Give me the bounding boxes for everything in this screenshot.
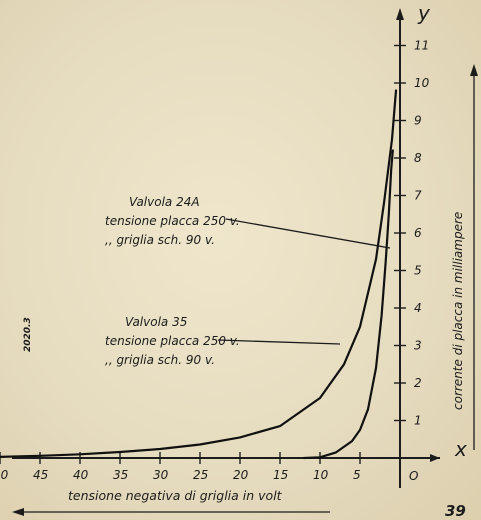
y-tick-label: 8 [414,151,422,165]
x-tick-label: 25 [193,468,208,482]
x-tick-label: 5 [353,468,361,482]
y-caption-arrow-head [470,64,478,76]
y-tick-label: 9 [414,114,422,128]
x-tick-label: 35 [113,468,128,482]
x-axis-label: tensione negativa di griglia in volt [68,488,283,503]
x-caption-arrow-head [12,508,24,516]
y-tick-label: 10 [414,76,430,90]
archive-stamp: 2020.3 [23,317,33,352]
curve-valvola-24a [0,89,398,458]
curve-note-24a: tensione placca 250 v. [105,214,240,228]
y-axis-label: corrente di placca in milliampere [451,212,465,410]
curve-label-24a: Valvola 24A [129,195,200,209]
x-tick-label: 45 [33,468,48,482]
x-tick-label: 30 [153,468,169,482]
page-number: 39 [445,502,466,520]
x-axis-arrow [430,454,440,462]
curve-note-35: tensione placca 250 v. [105,334,240,348]
x-tick-label: 40 [73,468,89,482]
curve-note-35: ,, griglia sch. 90 v. [105,353,215,367]
y-axis-arrow [396,8,404,20]
leader-line [225,218,391,249]
y-tick-label: 4 [414,301,422,315]
x-tick-label: 50 [0,468,9,482]
y-tick-label: 5 [414,264,422,278]
leader-line [217,339,341,345]
y-tick-label: 7 [414,189,422,203]
y-tick-label: 6 [414,226,422,240]
y-tick-label: 11 [414,39,429,53]
y-tick-label: 1 [414,414,422,428]
y-tick-label: 2 [414,376,422,390]
x-tick-label: 15 [273,468,288,482]
x-tick-label: 20 [233,468,249,482]
curve-valvola-35 [302,149,394,460]
y-axis-letter: y [417,1,431,25]
x-axis-letter: x [454,437,467,461]
y-tick-label: 3 [414,339,422,353]
curve-label-35: Valvola 35 [125,315,187,329]
curve-note-24a: ,, griglia sch. 90 v. [105,233,215,247]
x-tick-label: 10 [313,468,329,482]
origin-label: O [409,469,418,483]
